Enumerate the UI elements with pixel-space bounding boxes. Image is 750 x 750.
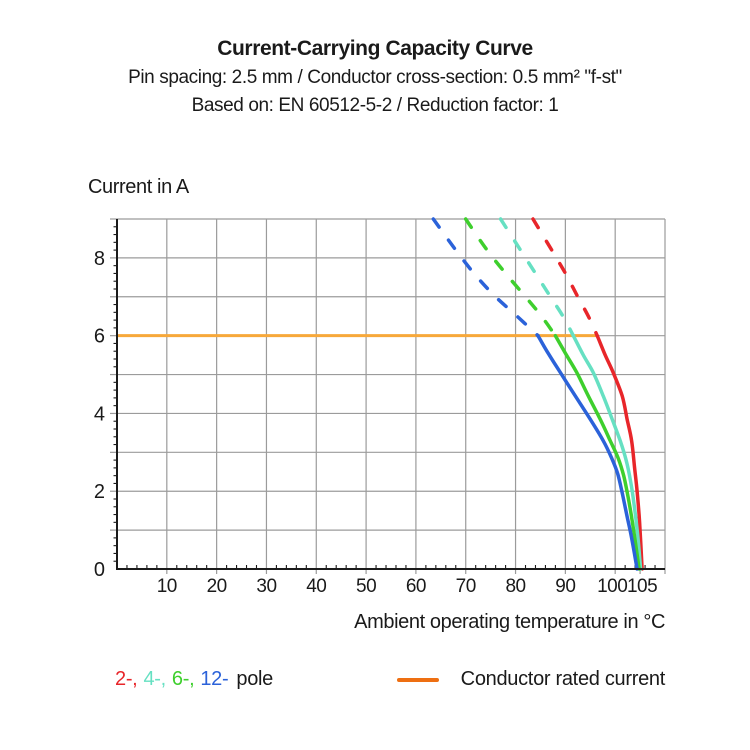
x-tick-label: 60 (406, 576, 426, 597)
x-tick-label: 100 (597, 576, 627, 597)
legend-rated-current: Conductor rated current (396, 668, 666, 691)
curve-6-pole-solid (553, 333, 641, 571)
x-tick-label: 80 (505, 576, 525, 597)
chart-subtitle-spec: Pin spacing: 2.5 mm / Conductor cross-se… (128, 67, 622, 88)
title-block: Current-Carrying Capacity Curve Pin spac… (0, 34, 750, 120)
rated-current-line-swatch (396, 677, 439, 682)
curve-6-pole-dashed (463, 217, 558, 338)
legend-pole-item: 4-, (143, 668, 166, 690)
y-tick-label: 2 (94, 481, 105, 503)
legend-poles: 2-, 4-, 6-, 12- pole (115, 668, 273, 691)
x-tick-label: 90 (555, 576, 575, 597)
x-tick-label: 30 (256, 576, 276, 597)
curve-4-pole-solid (571, 333, 643, 571)
y-tick-label: 0 (94, 559, 105, 581)
y-tick-label: 8 (94, 248, 105, 270)
x-tick-label: 40 (306, 576, 326, 597)
x-tick-label: 70 (456, 576, 476, 597)
x-tick-label: 50 (356, 576, 376, 597)
curve-2-pole-solid (595, 333, 644, 571)
curve-12-pole-dashed (431, 217, 540, 338)
curve-2-pole-dashed (531, 217, 599, 338)
x-tick-label: 20 (207, 576, 227, 597)
chart-subtitle-standard: Based on: EN 60512-5-2 / Reduction facto… (191, 95, 559, 116)
curve-4-pole-dashed (498, 217, 576, 338)
y-tick-label: 4 (94, 403, 105, 425)
legend-pole-item: 12- (200, 668, 229, 690)
x-tick-label: 10 (157, 576, 177, 597)
legend-pole-item: 2-, (115, 668, 138, 690)
y-axis-title: Current in A (88, 176, 189, 198)
y-tick-label: 6 (94, 326, 105, 348)
x-tick-label: 105 (627, 576, 657, 597)
legend-pole-item: 6-, (171, 668, 195, 690)
curve-12-pole-solid (536, 333, 639, 571)
rated-current-label: Conductor rated current (460, 668, 666, 690)
x-axis-title: Ambient operating temperature in °C (354, 611, 665, 633)
chart-title: Current-Carrying Capacity Curve (217, 37, 533, 60)
legend-pole-suffix: pole (236, 668, 273, 690)
legend: 2-, 4-, 6-, 12- pole Conductor rated current (115, 668, 665, 691)
